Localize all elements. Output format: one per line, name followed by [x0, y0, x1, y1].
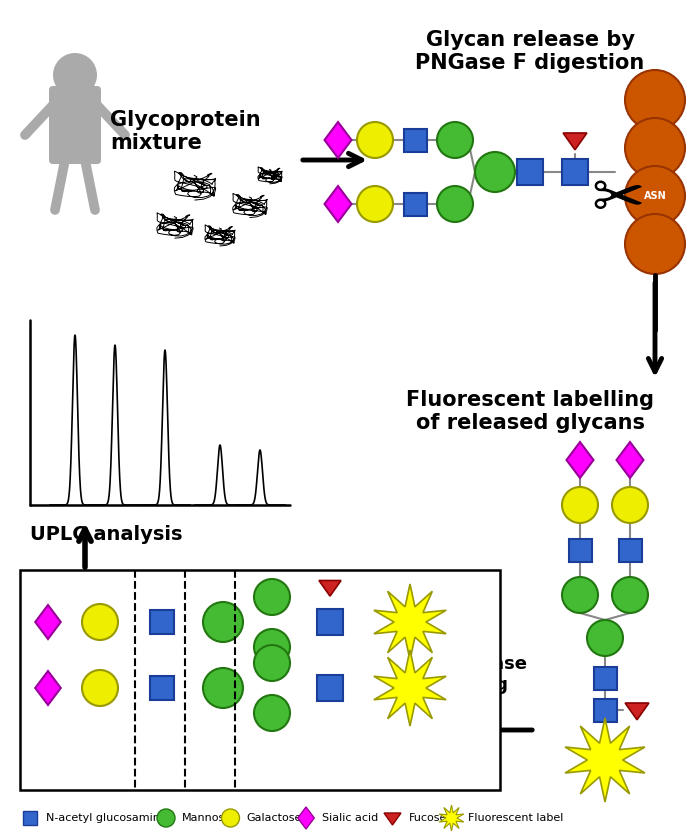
Bar: [150, 676, 174, 700]
Circle shape: [254, 695, 290, 731]
Circle shape: [203, 602, 243, 642]
Polygon shape: [374, 650, 446, 726]
Circle shape: [254, 629, 290, 665]
Text: Glycan release by
PNGase F digestion: Glycan release by PNGase F digestion: [415, 30, 644, 73]
Text: Galactose: Galactose: [247, 813, 302, 823]
Bar: [20, 570, 500, 790]
Circle shape: [625, 118, 685, 178]
Polygon shape: [384, 813, 401, 825]
Polygon shape: [35, 605, 61, 639]
Bar: [562, 159, 588, 185]
Circle shape: [53, 53, 97, 97]
Polygon shape: [439, 805, 464, 831]
Circle shape: [475, 152, 515, 192]
Bar: [593, 666, 617, 690]
Bar: [23, 811, 37, 825]
Circle shape: [612, 577, 648, 613]
Circle shape: [357, 186, 393, 222]
Circle shape: [254, 579, 290, 615]
Circle shape: [254, 645, 290, 681]
Text: Mannose: Mannose: [182, 813, 232, 823]
Bar: [618, 538, 642, 561]
Circle shape: [625, 166, 685, 226]
Text: ASN: ASN: [644, 191, 667, 201]
Circle shape: [203, 668, 243, 708]
Polygon shape: [35, 671, 61, 705]
Bar: [403, 192, 426, 216]
Circle shape: [437, 122, 473, 158]
Polygon shape: [625, 703, 649, 720]
Circle shape: [82, 670, 118, 706]
Polygon shape: [565, 718, 645, 802]
Polygon shape: [566, 442, 593, 478]
Circle shape: [612, 487, 648, 523]
Polygon shape: [324, 186, 351, 222]
Polygon shape: [374, 584, 446, 660]
Text: N-acetyl glucosamine: N-acetyl glucosamine: [46, 813, 167, 823]
Polygon shape: [298, 807, 314, 829]
Bar: [317, 675, 343, 701]
Text: Exoglycosidase
Sequencing: Exoglycosidase Sequencing: [373, 655, 527, 694]
Text: Fluorescent labelling
of released glycans: Fluorescent labelling of released glycan…: [406, 390, 654, 433]
Text: Glycoprotein
mixture: Glycoprotein mixture: [110, 110, 261, 153]
Text: UPLC analysis: UPLC analysis: [30, 525, 182, 544]
Bar: [568, 538, 592, 561]
Text: Sialic acid: Sialic acid: [322, 813, 378, 823]
Text: Fucose: Fucose: [408, 813, 447, 823]
Text: ✂: ✂: [591, 169, 644, 231]
Circle shape: [82, 604, 118, 640]
Polygon shape: [617, 442, 644, 478]
FancyBboxPatch shape: [49, 86, 101, 164]
Bar: [317, 609, 343, 635]
Circle shape: [222, 809, 240, 827]
Circle shape: [625, 214, 685, 274]
Circle shape: [587, 620, 623, 656]
Circle shape: [625, 70, 685, 130]
Bar: [517, 159, 543, 185]
Circle shape: [157, 809, 175, 827]
Circle shape: [562, 577, 598, 613]
Polygon shape: [319, 580, 341, 596]
Bar: [403, 129, 426, 151]
Text: Fluorescent label: Fluorescent label: [468, 813, 563, 823]
Bar: [150, 610, 174, 634]
Circle shape: [562, 487, 598, 523]
Polygon shape: [563, 133, 587, 150]
Polygon shape: [324, 122, 351, 158]
Circle shape: [357, 122, 393, 158]
Bar: [593, 699, 617, 722]
Circle shape: [437, 186, 473, 222]
